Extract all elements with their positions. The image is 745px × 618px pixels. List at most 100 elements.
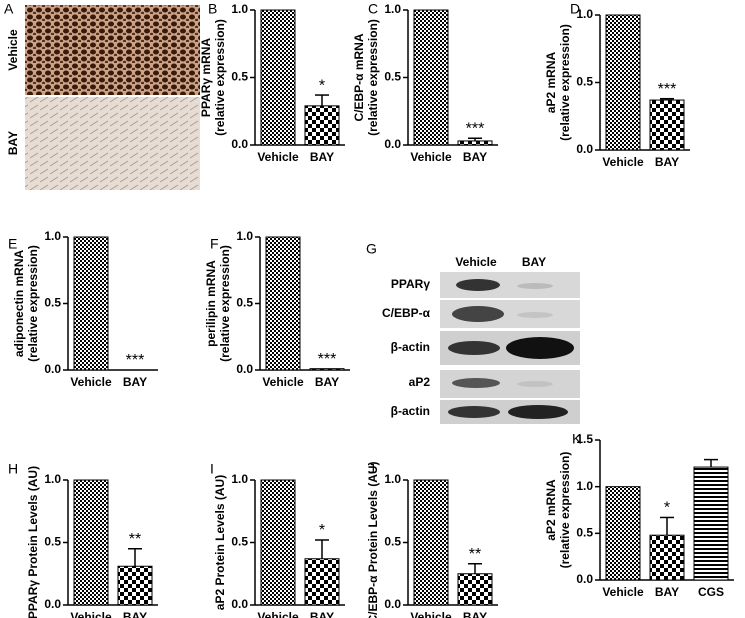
row-label: BAY [6, 131, 20, 155]
y-axis-label: PPARγ Protein Levels (AU) [26, 466, 40, 618]
y-tick-label: 0.5 [576, 75, 593, 89]
panel-label: D [570, 1, 580, 17]
panel-label: E [8, 236, 17, 252]
y-tick-label: 1.0 [231, 472, 248, 486]
blot-band [448, 406, 500, 418]
x-tick-label: Vehicle [70, 610, 112, 618]
row-label: PPARγ [391, 277, 430, 291]
x-tick-label: Vehicle [257, 610, 299, 618]
x-tick-label: BAY [123, 610, 147, 618]
blot-band [508, 405, 568, 419]
y-tick-label: 0.0 [384, 597, 401, 611]
y-tick-label: 1.5 [576, 432, 593, 446]
y-axis-label: perilipin mRNA [204, 260, 218, 347]
y-axis-label: (relative expression) [218, 245, 232, 362]
y-axis-label: PPARγ mRNA [199, 38, 213, 117]
bar [260, 479, 296, 606]
panel-label: J [368, 461, 375, 477]
y-tick-label: 0.0 [384, 137, 401, 151]
x-tick-label: Vehicle [70, 375, 112, 389]
significance: *** [466, 120, 485, 137]
x-tick-label: BAY [655, 155, 679, 169]
bar-chart: K 0.0 0.5 1.0 1.5 aP2 mRNA (relative expressio… [544, 431, 734, 599]
panel-label: F [210, 236, 219, 252]
significance: *** [318, 351, 337, 368]
row-label: C/EBP-α [382, 306, 431, 320]
y-tick-label: 0.5 [384, 70, 401, 84]
y-tick-label: 0.0 [576, 142, 593, 156]
y-tick-label: 1.0 [44, 472, 61, 486]
panel-label: K [572, 431, 582, 447]
y-tick-label: 0.0 [231, 597, 248, 611]
x-tick-label: CGS [698, 585, 724, 599]
y-tick-label: 0.5 [44, 296, 61, 310]
y-tick-label: 0.5 [236, 296, 253, 310]
blot-band [517, 283, 553, 289]
x-tick-label: Vehicle [262, 375, 304, 389]
y-tick-label: 1.0 [384, 2, 401, 16]
panel-label: H [8, 461, 18, 477]
y-axis-label: C/EBP-α mRNA [352, 33, 366, 121]
bar-chart: F 0.0 0.5 1.0 perilipin mRNA (relative expres… [204, 229, 350, 389]
micrograph [25, 5, 200, 95]
y-tick-label: 0.0 [44, 362, 61, 376]
bar [413, 479, 449, 606]
bar [260, 9, 296, 146]
bar [265, 236, 301, 371]
panel-label: B [208, 1, 217, 17]
bar [605, 14, 641, 151]
y-axis-label: (relative expression) [213, 19, 227, 136]
significance: ** [129, 531, 141, 548]
panel-a: A Vehicle BAY [4, 1, 200, 190]
y-tick-label: 1.0 [576, 7, 593, 21]
y-tick-label: 1.0 [231, 2, 248, 16]
blot-band [517, 381, 553, 387]
x-tick-label: Vehicle [257, 150, 299, 164]
row-label: Vehicle [6, 29, 20, 71]
bar [117, 565, 153, 606]
significance: *** [658, 81, 677, 98]
y-axis-label: C/EBP-α Protein Levels (AU) [366, 461, 380, 618]
bar [693, 466, 729, 581]
y-tick-label: 0.5 [384, 535, 401, 549]
bar [457, 140, 493, 146]
bar [309, 368, 345, 371]
y-tick-label: 0.5 [576, 526, 593, 540]
y-axis-label: (relative expression) [366, 19, 380, 136]
blot-band [452, 378, 500, 388]
bar-chart: D 0.0 0.5 1.0 aP2 mRNA (relative expression) V… [544, 1, 690, 169]
significance: * [319, 522, 325, 539]
bar [649, 534, 685, 581]
significance: *** [126, 352, 145, 369]
bar [605, 486, 641, 581]
panel-label: G [366, 241, 377, 257]
bar [304, 558, 340, 606]
column-label: BAY [522, 255, 546, 269]
significance: ** [469, 546, 481, 563]
y-axis-label: adiponectin mRNA [12, 250, 26, 358]
x-tick-label: BAY [310, 610, 334, 618]
x-tick-label: Vehicle [410, 150, 452, 164]
y-axis-label: aP2 Protein Levels (AU) [213, 475, 227, 610]
panel-g: G Vehicle BAY PPARγ C/EBP-α β-actin aP2 … [366, 241, 580, 424]
x-tick-label: BAY [463, 610, 487, 618]
y-axis-label: (relative expression) [26, 245, 40, 362]
x-tick-label: BAY [463, 150, 487, 164]
bar-chart: J 0.0 0.5 1.0 C/EBP-α Protein Levels (AU) Veh… [366, 461, 498, 618]
x-tick-label: BAY [655, 585, 679, 599]
row-label: β-actin [391, 404, 430, 418]
panel-label: C [368, 1, 378, 17]
bar-chart: I 0.0 0.5 1.0 aP2 Protein Levels (AU) Vehicle… [210, 461, 345, 618]
bar-chart: B 0.0 0.5 1.0 PPARγ mRNA (relative expression… [199, 1, 345, 164]
panel-label: I [210, 461, 214, 477]
blot-band [517, 312, 553, 318]
y-axis-label: aP2 mRNA [544, 51, 558, 113]
y-tick-label: 1.0 [236, 229, 253, 243]
bar-chart: E 0.0 0.5 1.0 adiponectin mRNA (relative expr… [8, 229, 158, 389]
x-tick-label: Vehicle [410, 610, 452, 618]
y-tick-label: 0.0 [236, 362, 253, 376]
row-label: β-actin [391, 340, 430, 354]
y-axis-label: (relative expression) [558, 452, 572, 569]
column-label: Vehicle [455, 255, 497, 269]
